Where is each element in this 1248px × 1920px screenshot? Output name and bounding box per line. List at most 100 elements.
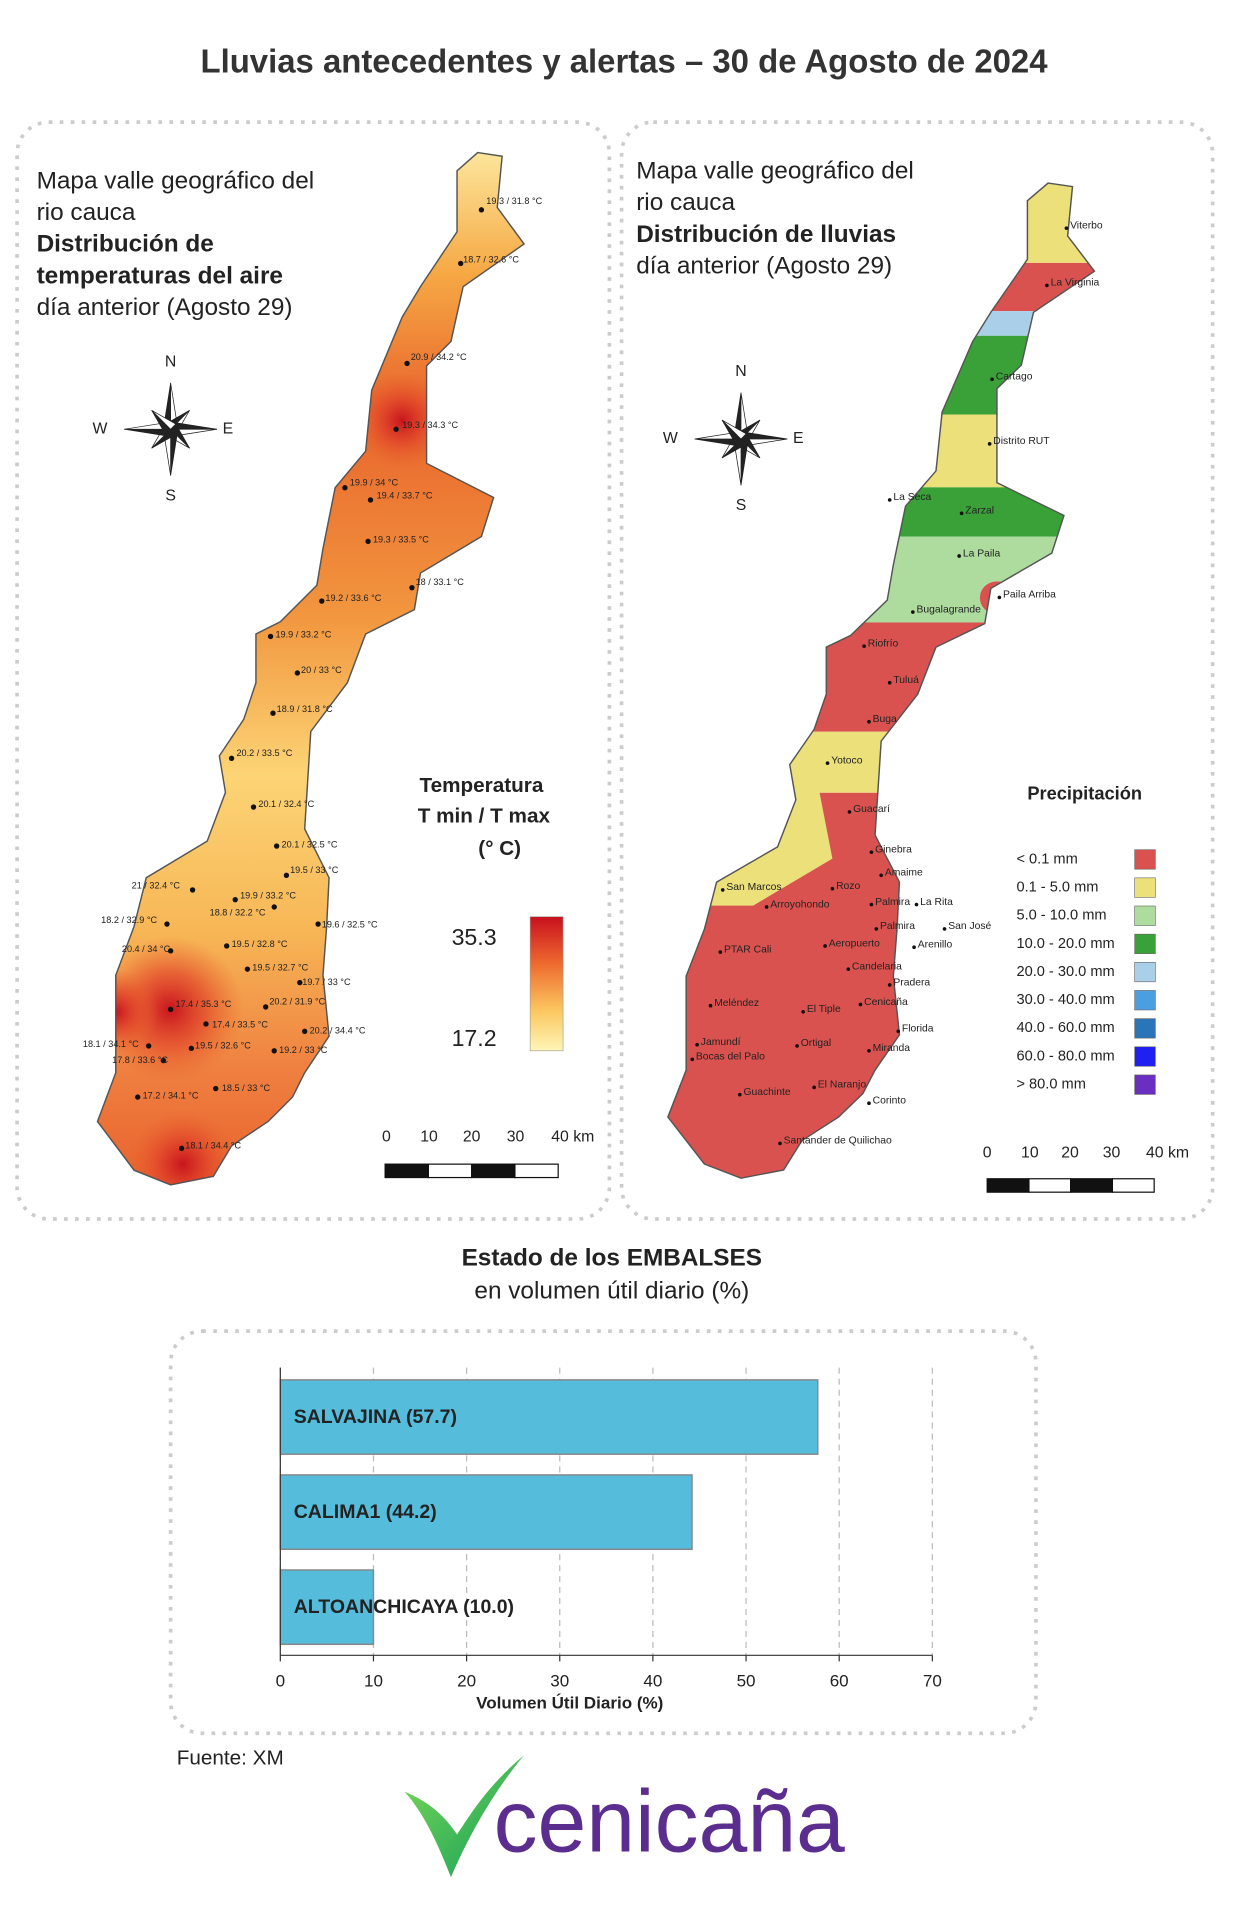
place-dot [867,1101,871,1106]
map-title: rio cauca [37,199,136,226]
station-dot [283,872,290,878]
station-label: 19.4 / 33.7 °C [377,491,433,501]
compass-label: N [165,353,176,370]
place-dot [887,983,892,987]
place-label: Rozo [836,881,860,892]
place-label: Ortigal [801,1038,831,1049]
place-label: La Seca [893,492,931,503]
station-dot [167,1006,174,1013]
station-label: 17.2 / 34.1 °C [143,1090,199,1100]
station-label: 20.2 / 34.4 °C [310,1026,366,1036]
station-dot [409,584,415,591]
station-label: 19.7 / 33 °C [302,977,351,987]
station-label: 20.9 / 34.2 °C [411,352,467,362]
station-label: 19.5 / 33 °C [290,865,339,875]
compass-point [721,419,747,440]
place-label: Jamundí [701,1037,741,1048]
bar [279,1379,819,1455]
legend-title: T min / T max [418,804,551,827]
bar [279,1569,375,1646]
place-dot [990,377,994,382]
place-dot [764,905,769,909]
legend-label: 40.0 - 60.0 mm [1016,1020,1114,1036]
station-label: 19.2 / 33.6 °C [325,593,381,603]
rain-zone [667,335,1095,415]
legend-swatch [1134,877,1156,898]
scale-segment [986,1178,1030,1193]
place-label: Guacarí [853,804,890,815]
place-dot [869,850,874,854]
station-dot [188,1045,195,1052]
place-dot [942,927,947,931]
place-label: Florida [902,1024,934,1035]
station-dot [271,904,277,910]
x-tick-label: 70 [923,1672,942,1691]
station-dot [273,843,280,849]
place-dot [959,511,964,516]
place-dot [858,1002,863,1007]
chart-subtitle: en volumen útil diario (%) [474,1278,749,1305]
station-dot [232,896,238,903]
place-label: Corinto [873,1096,907,1107]
place-label: Paila Arriba [1003,590,1056,601]
scale-segment [1111,1178,1155,1193]
station-label: 20.1 / 32.4 °C [258,799,314,809]
scale-label: 0 [983,1144,992,1161]
place-label: Palmira [875,897,910,908]
place-dot [862,644,866,648]
station-dot [146,1043,152,1049]
station-dot [478,207,485,213]
legend-swatch [1134,1046,1156,1067]
place-label: El Tiple [807,1004,841,1015]
station-label: 19.9 / 34 °C [350,477,399,487]
station-label: 18 / 33.1 °C [416,577,465,587]
station-label: 19.9 / 33.2 °C [240,890,296,900]
rain-zone [667,414,1095,488]
station-dot [342,485,348,491]
map-title: Mapa valle geográfico del [37,167,315,194]
place-label: La Paila [963,548,1001,559]
legend-label: 60.0 - 80.0 mm [1016,1048,1114,1064]
place-dot [867,1048,871,1053]
place-dot [823,944,827,948]
legend-label: 0.1 - 5.0 mm [1016,879,1098,895]
map-outline [667,182,1096,1179]
place-dot [825,761,830,765]
hotspot [127,1109,238,1185]
scale-label: 10 [420,1129,438,1146]
place-label: Guachinte [743,1087,790,1098]
x-tick-label: 0 [276,1672,285,1691]
station-dot [164,921,170,927]
legend-label: > 80.0 mm [1016,1077,1085,1093]
station-dot [135,1094,141,1100]
map-title: rio cauca [636,189,735,216]
legend-title: Temperatura [419,774,543,797]
compass: N S E W [92,353,233,504]
legend-label: 30.0 - 40.0 mm [1016,992,1114,1008]
place-dot [708,1003,713,1008]
map-title: Mapa valle geográfico del [636,158,914,185]
compass-label: S [736,497,747,514]
station-dot [365,538,371,545]
scale-label: 30 [1103,1144,1121,1161]
compass-label: E [793,430,804,447]
place-label: Ginebra [875,844,912,855]
station-dot [224,943,230,949]
place-dot [867,719,871,724]
place-dot [887,680,892,685]
source: Fuente: XM [177,1746,284,1769]
x-tick-label: 40 [643,1672,662,1691]
place-label: Distrito RUT [993,436,1050,447]
place-dot [997,595,1002,600]
legend-title: (° C) [478,837,521,860]
station-dot [393,426,399,432]
map-title: Distribución de [37,231,214,258]
rain-zone [667,536,1095,623]
place-label: El Naranjo [818,1080,867,1091]
rain-zone [667,311,1095,336]
place-label: Tuluá [893,675,919,686]
place-dot [1064,226,1069,230]
place-label: Yotoco [831,755,863,766]
scale-segment [514,1163,559,1179]
